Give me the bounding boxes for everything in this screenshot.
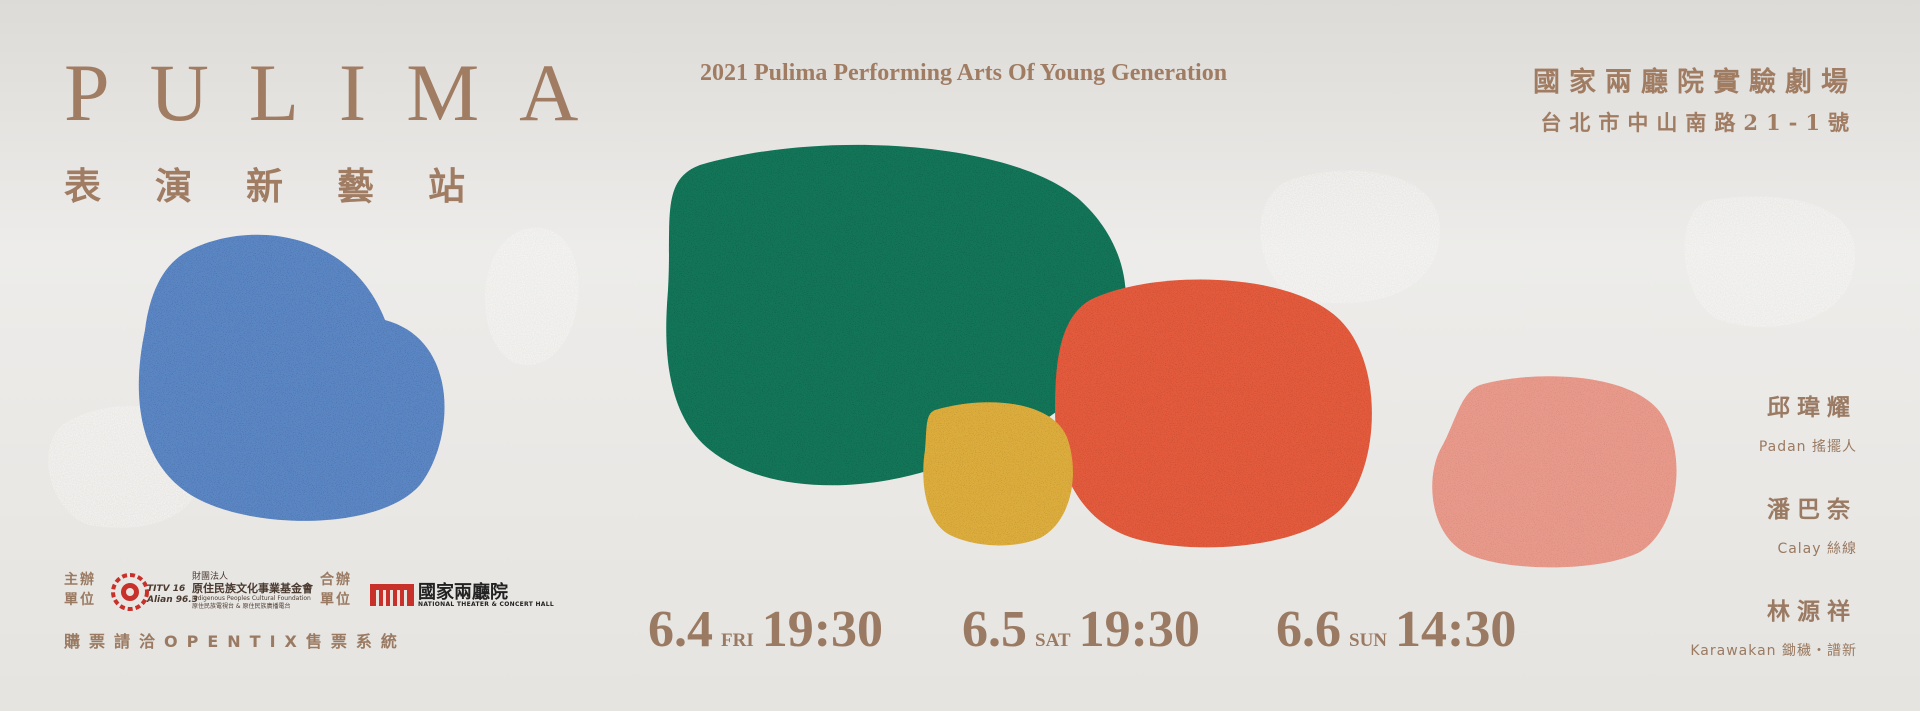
performer-2: 潘巴奈 Calay 絲線: [1767, 490, 1857, 558]
host-org-block: 財團法人 原住民族文化事業基金會 Indigenous Peoples Cult…: [192, 572, 313, 611]
ntch-logo-icon: [370, 584, 414, 606]
date-day: 6.5: [962, 601, 1027, 658]
performer-name: 邱瑋耀: [1767, 394, 1857, 421]
date-time: 19:30: [1078, 601, 1200, 658]
host-org-en: Indigenous Peoples Cultural Foundation: [192, 595, 311, 602]
brand-subtitle: 表演新藝站: [64, 164, 519, 208]
date-1: 6.4 FRI 19:30: [648, 600, 883, 659]
date-weekday: SUN: [1349, 630, 1388, 651]
co-org-name: 國家兩廳院: [418, 582, 508, 603]
performer-1: 邱瑋耀 Padan 搖擺人: [1759, 388, 1857, 456]
performer-name: 林源祥: [1767, 598, 1857, 625]
host-label-line1: 主辦: [64, 572, 96, 588]
co-org-en: NATIONAL THEATER & CONCERT HALL: [418, 601, 554, 608]
date-2: 6.5 SAT 19:30: [962, 600, 1200, 659]
co-host-label: 合辦 單位: [320, 570, 352, 610]
titv-text: TITV 16: [147, 584, 186, 594]
host-org-media: 原住民族電視台 & 原住民族廣播電台: [192, 603, 291, 610]
date-3: 6.6 SUN 14:30: [1276, 600, 1516, 659]
performer-role: Padan 搖擺人: [1758, 439, 1857, 455]
ipcf-logo-icon: [111, 573, 149, 611]
performer-3: 林源祥 Karawakan 鋤穢・譜新: [1690, 592, 1857, 660]
host-label: 主辦 單位: [64, 570, 96, 610]
venue-block: 國家兩廳院實驗劇場 台北市中山南路21-1號: [1533, 60, 1857, 137]
co-host-label-line2: 單位: [320, 592, 352, 608]
ticketing-info: 購票請洽OPENTIX售票系統: [64, 632, 406, 651]
performer-role: Karawakan 鋤穢・譜新: [1690, 643, 1857, 659]
host-label-line2: 單位: [64, 592, 96, 608]
titv-alian-text: TITV 16 Alian 96.3: [147, 584, 198, 606]
host-org-name: 原住民族文化事業基金會: [192, 582, 313, 595]
venue-address: 台北市中山南路21-1號: [1540, 110, 1857, 135]
host-org-line1: 財團法人: [192, 572, 229, 582]
performer-name: 潘巴奈: [1767, 496, 1857, 523]
brand-title: PULIMA: [64, 47, 619, 138]
event-tagline: 2021 Pulima Performing Arts Of Young Gen…: [700, 60, 1228, 86]
date-time: 19:30: [761, 601, 884, 658]
performer-role: Calay 絲線: [1777, 541, 1857, 557]
date-time: 14:30: [1395, 601, 1517, 658]
white-blob-group: [48, 170, 1856, 528]
venue-name: 國家兩廳院實驗劇場: [1533, 67, 1857, 98]
co-host-label-line1: 合辦: [320, 572, 352, 588]
date-weekday: SAT: [1035, 630, 1071, 651]
date-day: 6.6: [1276, 601, 1341, 658]
alian-text: Alian 96.3: [147, 595, 198, 605]
date-day: 6.4: [648, 601, 713, 658]
date-weekday: FRI: [721, 630, 754, 651]
